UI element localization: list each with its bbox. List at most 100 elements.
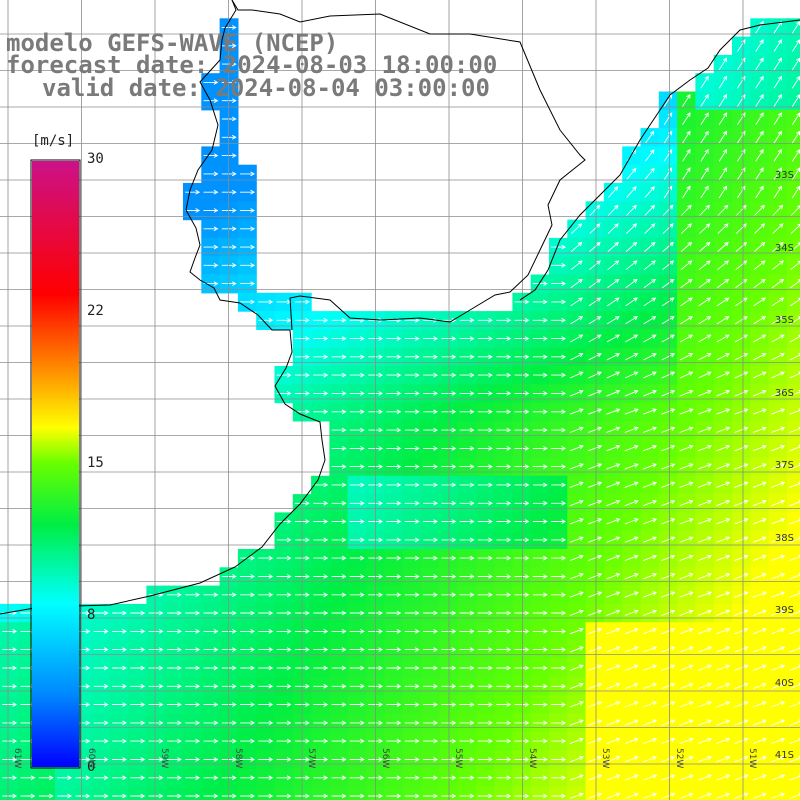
wind-arrow bbox=[661, 426, 676, 433]
wind-arrow bbox=[276, 702, 292, 707]
wind-arrow bbox=[532, 629, 548, 634]
wind-arrow bbox=[588, 701, 603, 708]
wind-arrow bbox=[753, 241, 766, 252]
wind-arrow bbox=[477, 555, 493, 561]
wind-arrow bbox=[569, 371, 584, 379]
wind-arrow bbox=[404, 683, 420, 689]
wind-arrow bbox=[514, 391, 530, 396]
wind-speed-cell bbox=[274, 786, 294, 800]
wind-arrow bbox=[643, 297, 657, 307]
wind-arrow bbox=[423, 683, 439, 689]
wind-arrow bbox=[752, 664, 767, 671]
wind-arrow bbox=[551, 647, 567, 652]
wind-arrow bbox=[734, 591, 749, 598]
wind-speed-cell bbox=[219, 786, 239, 800]
wind-arrow bbox=[532, 757, 548, 762]
wind-arrow bbox=[752, 646, 767, 653]
wind-arrow bbox=[404, 665, 420, 671]
wind-arrow bbox=[661, 353, 676, 361]
wind-arrow bbox=[789, 573, 800, 580]
wind-arrow bbox=[386, 464, 402, 469]
wind-arrow bbox=[331, 610, 347, 616]
wind-arrow bbox=[681, 204, 692, 216]
wind-arrow bbox=[661, 554, 676, 562]
wind-arrows bbox=[2, 20, 800, 799]
wind-arrow bbox=[551, 537, 567, 543]
wind-arrow bbox=[166, 738, 182, 744]
wind-arrow bbox=[349, 336, 365, 341]
wind-arrow bbox=[588, 554, 603, 562]
wind-speed-cell bbox=[786, 292, 800, 312]
wind-arrow bbox=[514, 446, 530, 451]
wind-arrow bbox=[772, 241, 784, 252]
wind-arrow bbox=[752, 737, 767, 745]
wind-arrow bbox=[642, 756, 658, 763]
wind-speed-cell bbox=[786, 183, 800, 202]
wind-arrow bbox=[514, 317, 530, 323]
wind-arrow bbox=[606, 573, 621, 580]
wind-arrow bbox=[737, 39, 746, 52]
wind-arrow bbox=[240, 738, 256, 744]
lat-label: 36S bbox=[774, 387, 794, 399]
wind-arrow bbox=[588, 426, 603, 433]
wind-arrow bbox=[734, 334, 749, 343]
wind-arrow bbox=[716, 463, 731, 470]
wind-arrow bbox=[588, 609, 603, 616]
wind-speed-cell bbox=[73, 786, 93, 800]
wind-arrow bbox=[112, 793, 127, 799]
wind-arrow bbox=[276, 720, 292, 726]
wind-arrow bbox=[642, 609, 658, 616]
wind-arrow bbox=[404, 391, 420, 396]
wind-arrow bbox=[112, 647, 127, 652]
wind-arrow bbox=[349, 446, 365, 451]
wind-arrow bbox=[313, 391, 329, 396]
wind-arrow bbox=[734, 554, 749, 562]
lat-label: 37S bbox=[774, 460, 794, 471]
wind-arrow bbox=[697, 518, 712, 525]
wind-arrow bbox=[203, 592, 219, 598]
wind-arrow bbox=[771, 664, 786, 671]
wind-arrow bbox=[514, 372, 530, 378]
lon-label: 59W bbox=[159, 748, 169, 769]
wind-arrow bbox=[642, 682, 658, 690]
wind-arrow bbox=[551, 629, 567, 634]
wind-arrow bbox=[313, 500, 329, 506]
wind-arrow bbox=[771, 682, 786, 690]
wind-arrow bbox=[20, 775, 36, 781]
wind-arrow bbox=[331, 775, 347, 781]
wind-arrow bbox=[734, 481, 749, 488]
wind-arrow bbox=[313, 537, 329, 543]
wind-arrow bbox=[716, 646, 731, 653]
wind-arrow bbox=[661, 627, 676, 635]
wind-arrow bbox=[589, 260, 601, 271]
wind-arrow bbox=[700, 130, 709, 144]
wind-arrow bbox=[423, 336, 439, 341]
wind-arrow bbox=[496, 574, 512, 579]
colorbar bbox=[32, 161, 79, 767]
wind-arrow bbox=[661, 389, 676, 397]
wind-arrow bbox=[514, 610, 530, 616]
wind-arrow bbox=[240, 702, 256, 707]
wind-arrow bbox=[698, 371, 712, 379]
wind-arrow bbox=[716, 536, 731, 543]
wind-arrow bbox=[477, 647, 493, 652]
wind-arrow bbox=[258, 757, 274, 762]
wind-arrow bbox=[772, 260, 784, 271]
wind-arrow bbox=[258, 775, 274, 781]
wind-arrow bbox=[643, 353, 657, 361]
wind-arrow bbox=[737, 167, 746, 180]
wind-arrow bbox=[773, 39, 783, 52]
wind-arrow bbox=[532, 446, 548, 451]
wind-arrow bbox=[662, 278, 675, 289]
wind-arrow bbox=[752, 756, 767, 763]
wind-arrow bbox=[331, 537, 347, 543]
wind-speed-cell bbox=[786, 128, 800, 147]
wind-speed-cell bbox=[786, 256, 800, 276]
wind-arrow bbox=[148, 629, 164, 634]
wind-arrow bbox=[737, 112, 746, 126]
wind-arrow bbox=[386, 354, 402, 360]
wind-arrow bbox=[349, 409, 365, 415]
wind-arrow bbox=[514, 775, 530, 781]
wind-arrow bbox=[93, 629, 109, 634]
wind-arrow bbox=[789, 316, 800, 325]
